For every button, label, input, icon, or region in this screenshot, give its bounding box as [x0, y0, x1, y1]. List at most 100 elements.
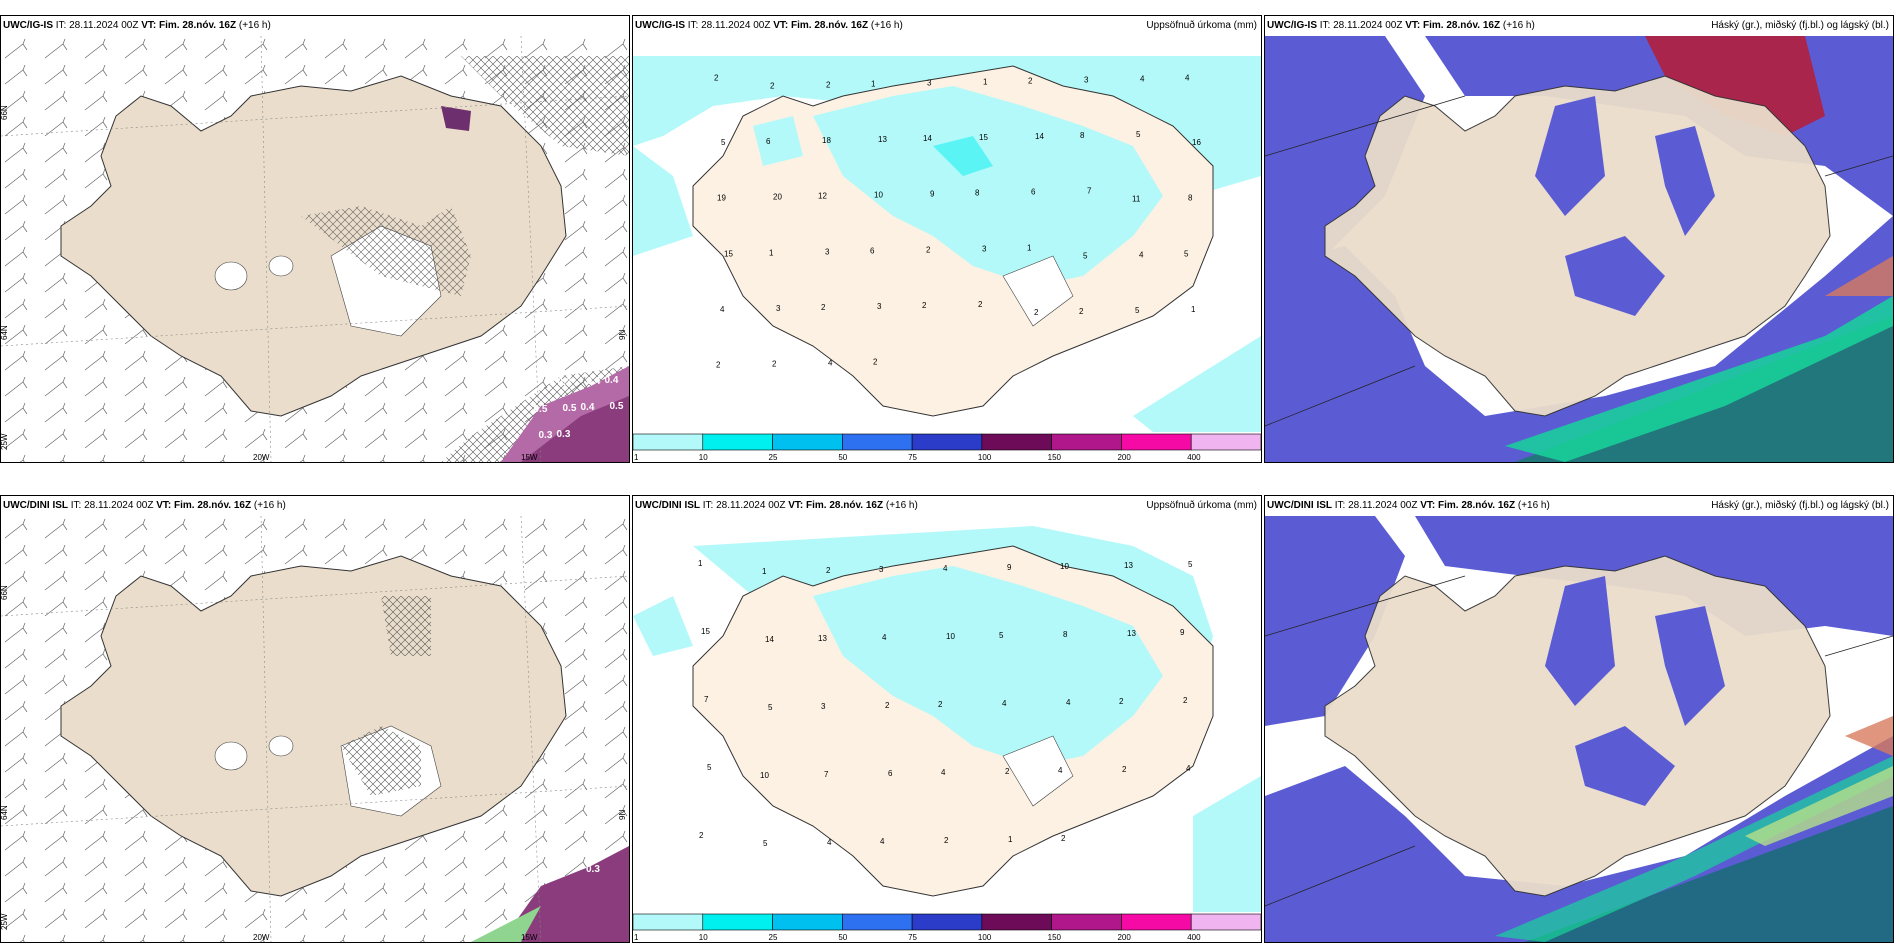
value-label: 5: [707, 763, 712, 772]
colorbar-tick-label: 1: [634, 933, 639, 942]
value-label: 4: [1139, 250, 1144, 259]
colorbar-tick-label: 25: [769, 453, 778, 462]
panel-top-wind: UWC/IG-IS IT: 28.11.2024 00Z VT: Fim. 28…: [0, 15, 630, 463]
colorbar-swatch: [842, 433, 913, 451]
value-label: 4: [1140, 74, 1145, 83]
value-label: 8: [1188, 194, 1193, 203]
value-label: 18: [822, 136, 831, 145]
value-label: 9: [1007, 563, 1012, 572]
value-label: 2: [714, 73, 719, 82]
wind-map: 0.3 0.3 0.4 0.4 0.5 0.5 0.4 0.5 0.3 0.3 66N 64N 2…: [1, 36, 629, 462]
value-label: 2: [699, 831, 704, 840]
value-label: 8: [1080, 131, 1085, 140]
value-label: 2: [826, 566, 831, 575]
value-label: 15: [724, 249, 733, 258]
fog-value-labels: 0.3 0.3 0.4 0.4 0.5 0.5 0.4 0.5 0.3 0.3: [529, 369, 624, 441]
value-label: 2: [1119, 697, 1124, 706]
value-label: 2: [716, 361, 721, 370]
value-label: 10: [760, 771, 769, 780]
lat-label-9: 9N: [618, 330, 627, 340]
value-label: 0.3: [586, 864, 600, 875]
value-label: 2: [944, 836, 949, 845]
value-label: 4: [828, 359, 833, 368]
colorbar-tick-label: 400: [1187, 453, 1201, 462]
lat-label-66: 66N: [1, 105, 9, 120]
value-label: 19: [717, 194, 726, 203]
value-label: 0.4: [605, 375, 619, 386]
model-name: UWC/IG-IS: [3, 20, 53, 31]
colorbar-tick-label: 75: [908, 453, 917, 462]
colorbar-tick-label: 100: [978, 453, 992, 462]
model-name: UWC/DINI ISL: [635, 500, 700, 511]
lat-label-64: 64N: [1, 805, 9, 820]
value-label: 0.3: [539, 430, 553, 441]
value-label: 5: [768, 703, 773, 712]
vt-value: Fim. 28.nóv. 16Z: [806, 500, 884, 511]
it-value: 28.11.2024 00Z: [1333, 20, 1403, 31]
colorbar-swatch: [1190, 433, 1261, 451]
value-label: 1: [698, 559, 703, 568]
it-label: IT:: [55, 20, 67, 31]
lon-label-20: 20W: [253, 453, 270, 462]
colorbar-swatch: [911, 913, 983, 931]
colorbar-tick-label: 150: [1048, 933, 1062, 942]
value-label: 10: [874, 191, 883, 200]
lead-time: (+16 h): [885, 500, 918, 511]
value-label: 12: [818, 192, 827, 201]
colorbar-swatch: [633, 433, 704, 451]
value-label: 16: [1192, 138, 1201, 147]
colorbar-swatch: [633, 913, 704, 931]
lead-time: (+16 h): [870, 20, 903, 31]
value-label: 3: [877, 302, 882, 311]
model-name: UWC/DINI ISL: [1267, 500, 1332, 511]
precip-colorbar: 1 10 25 50 75 100 150 200 400: [633, 433, 1261, 462]
value-label: 14: [923, 134, 932, 143]
wind-map: 0.3 66N 64N 25W 20W 15W 9N: [1, 516, 629, 942]
colorbar-tick-label: 200: [1117, 453, 1131, 462]
panel-header: UWC/DINI ISL IT: 28.11.2024 00Z VT: Fim.…: [1265, 496, 1893, 516]
colorbar-tick-label: 150: [1048, 453, 1062, 462]
value-label: 2: [873, 358, 878, 367]
value-label: 11: [1132, 195, 1141, 204]
value-label: 5: [721, 138, 726, 147]
value-label: 1: [1191, 305, 1196, 314]
precip-title: Uppsöfnuð úrkoma (mm): [1146, 500, 1257, 511]
value-label: 4: [1066, 698, 1071, 707]
value-label: 6: [888, 769, 893, 778]
value-label: 4: [1185, 73, 1190, 82]
value-label: 15: [701, 627, 710, 636]
vt-value: Fim. 28.nóv. 16Z: [159, 20, 237, 31]
value-label: 4: [1058, 766, 1063, 775]
lon-label-25: 25W: [1, 913, 9, 930]
value-label: 4: [827, 838, 832, 847]
panel-header: UWC/DINI ISL IT: 28.11.2024 00Z VT: Fim.…: [1, 496, 629, 516]
value-label: 0.3: [557, 429, 571, 440]
lat-label-9: 9N: [618, 810, 627, 820]
value-label: 3: [927, 78, 932, 87]
colorbar-swatch: [911, 433, 983, 451]
model-name: UWC/IG-IS: [635, 20, 685, 31]
value-label: 0.5: [534, 404, 548, 415]
colorbar-tick-label: 400: [1187, 933, 1201, 942]
vt-value: Fim. 28.nóv. 16Z: [791, 20, 869, 31]
panel-bottom-cloud: UWC/DINI ISL IT: 28.11.2024 00Z VT: Fim.…: [1264, 495, 1894, 943]
value-label: 4: [1186, 764, 1191, 773]
vt-value: Fim. 28.nóv. 16Z: [1438, 500, 1516, 511]
colorbar-tick-label: 25: [769, 933, 778, 942]
value-label: 2: [770, 81, 775, 90]
value-label: 6: [766, 137, 771, 146]
fog-value-labels: 0.3: [586, 864, 600, 875]
panel-header: UWC/IG-IS IT: 28.11.2024 00Z VT: Fim. 28…: [1, 16, 629, 36]
colorbar-tick-label: 1: [634, 453, 639, 462]
value-label: 3: [821, 702, 826, 711]
cloud-title: Háský (gr.), miðský (fj.bl.) og lágský (…: [1711, 20, 1889, 31]
colorbar-tick-label: 10: [699, 933, 708, 942]
panel-bottom-wind: UWC/DINI ISL IT: 28.11.2024 00Z VT: Fim.…: [0, 495, 630, 943]
value-label: 1: [1027, 243, 1032, 252]
value-label: 10: [946, 632, 955, 641]
colorbar-swatch: [1121, 433, 1192, 451]
value-label: 2: [772, 360, 777, 369]
value-label: 2: [922, 301, 927, 310]
lon-label-15: 15W: [521, 453, 538, 462]
panel-bottom-precip: UWC/DINI ISL IT: 28.11.2024 00Z VT: Fim.…: [632, 495, 1262, 943]
